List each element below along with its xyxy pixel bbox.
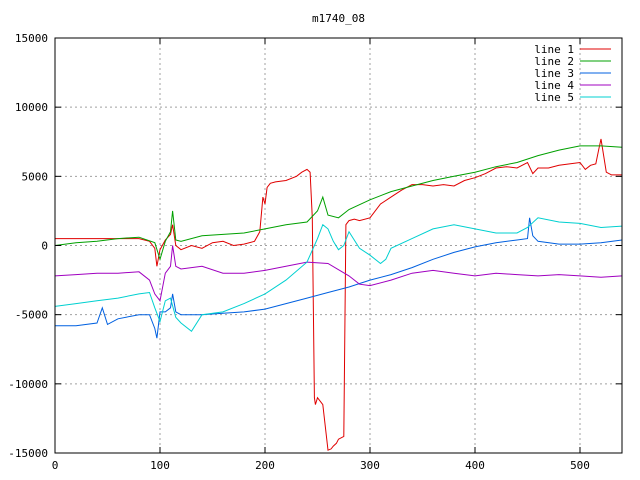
chart-title: m1740_08: [312, 12, 365, 25]
y-tick-label: -10000: [8, 378, 48, 391]
y-tick-label: 10000: [15, 101, 48, 114]
legend-label: line 3: [534, 67, 574, 80]
legend-label: line 1: [534, 43, 574, 56]
x-tick-label: 200: [255, 459, 275, 472]
x-tick-label: 400: [465, 459, 485, 472]
y-tick-label: -15000: [8, 447, 48, 460]
legend-label: line 2: [534, 55, 574, 68]
legend-label: line 5: [534, 91, 574, 104]
x-tick-label: 0: [52, 459, 59, 472]
y-tick-label: -5000: [15, 309, 48, 322]
series-line-4: [54, 245, 623, 303]
x-tick-label: 500: [570, 459, 590, 472]
y-tick-label: 0: [41, 240, 48, 253]
axis-ticks: 0 100 200 300 400 500 -15000 -10000 -5000 0 5000 10…: [8, 32, 622, 472]
x-tick-label: 300: [360, 459, 380, 472]
series-line-1: [55, 138, 622, 451]
series-line-5: [54, 217, 623, 333]
series-line-2: [54, 145, 623, 262]
series-line-3: [55, 217, 623, 339]
grid: [55, 38, 622, 453]
y-tick-label: 15000: [15, 32, 48, 45]
y-tick-label: 5000: [22, 170, 49, 183]
x-tick-label: 100: [150, 459, 170, 472]
legend-label: line 4: [534, 79, 574, 92]
series-group: [54, 138, 623, 451]
